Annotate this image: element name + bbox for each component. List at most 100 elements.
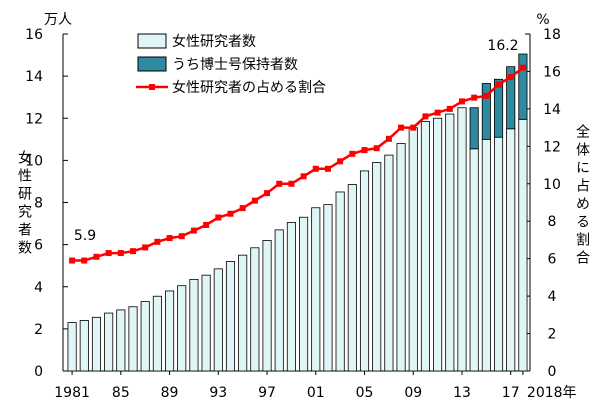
bar-female-researchers <box>323 204 333 372</box>
right-axis-unit: % <box>536 12 549 28</box>
x-tick-label: 2018年 <box>527 385 577 401</box>
bar-female-researchers <box>493 136 504 372</box>
bar-female-researchers <box>433 117 443 372</box>
right-tick-label: 8 <box>548 214 557 230</box>
bar-female-researchers <box>311 207 321 372</box>
bar-female-researchers <box>116 309 126 372</box>
bar-female-researchers <box>128 306 138 372</box>
ratio-point <box>93 253 100 260</box>
right-tick-label: 2 <box>548 327 557 343</box>
left-tick-label: 4 <box>34 280 43 296</box>
ratio-point <box>203 221 210 228</box>
ratio-point <box>483 92 490 99</box>
ratio-point <box>276 180 283 187</box>
x-ticks: 1981 85 89 93 97 01 05 09 13 17 2018年 <box>54 371 577 401</box>
right-tick-label: 0 <box>548 364 557 380</box>
left-axis-unit: 万人 <box>44 12 72 28</box>
bar-female-researchers <box>384 154 394 372</box>
bar-female-researchers <box>469 148 479 372</box>
x-tick-label: 89 <box>161 385 179 401</box>
bar-doctorate-holders <box>506 66 516 130</box>
ratio-point <box>410 124 417 131</box>
ratio-point <box>300 173 307 180</box>
left-tick-label: 0 <box>34 364 43 380</box>
right-tick-label: 16 <box>543 64 561 80</box>
ratio-point <box>130 248 137 255</box>
bar-female-researchers <box>104 312 114 372</box>
bar-female-researchers <box>347 184 357 372</box>
bar-female-researchers <box>299 216 309 372</box>
right-axis-title: 全体に占める割合 <box>574 123 590 268</box>
left-tick-label: 14 <box>25 69 43 85</box>
x-tick-label: 1981 <box>54 385 90 401</box>
ratio-point <box>385 135 392 142</box>
ratio-point <box>458 98 465 105</box>
bar-female-researchers <box>274 229 284 372</box>
bar-female-researchers <box>506 128 516 372</box>
ratio-point <box>349 150 356 157</box>
x-tick-label: 01 <box>307 385 325 401</box>
ratio-point <box>190 227 197 234</box>
ratio-point <box>471 94 478 101</box>
ratio-point <box>398 124 405 131</box>
ratio-point <box>166 235 173 242</box>
right-tick-label: 10 <box>543 177 561 193</box>
bar-female-researchers <box>201 274 211 372</box>
bar-female-researchers <box>140 301 150 372</box>
ratio-point <box>288 180 295 187</box>
bar-female-researchers <box>213 268 223 372</box>
bar-female-researchers <box>91 316 102 372</box>
ratio-point <box>495 81 502 88</box>
ratio-point <box>337 158 344 165</box>
bar-female-researchers <box>79 320 89 372</box>
bar-female-researchers <box>481 138 491 372</box>
x-tick-label: 97 <box>258 385 276 401</box>
bar-female-researchers <box>420 121 430 372</box>
ratio-line <box>72 66 524 262</box>
bar-female-researchers <box>286 222 296 372</box>
left-tick-label: 12 <box>25 111 43 127</box>
bar-female-researchers <box>408 127 418 372</box>
legend-marker-ratio <box>149 84 155 90</box>
x-tick-label: 13 <box>453 385 471 401</box>
legend-label-ratio: 女性研究者の占める割合 <box>172 79 326 96</box>
bar-female-researchers <box>250 247 260 372</box>
right-tick-label: 18 <box>543 27 561 43</box>
right-tick-label: 12 <box>543 139 561 155</box>
bar-doctorate-holders <box>481 83 491 140</box>
bar-female-researchers <box>445 113 455 372</box>
ratio-point <box>215 214 222 221</box>
legend-label-doctorate: うち博士号保持者数 <box>172 56 298 73</box>
bar-female-researchers <box>189 278 199 372</box>
left-tick-label: 2 <box>34 322 43 338</box>
ratio-point <box>446 105 453 112</box>
ratio-point <box>239 205 246 212</box>
bar-female-researchers <box>457 107 467 372</box>
legend-swatch-female <box>137 33 167 49</box>
left-ticks: 0 2 4 6 8 10 12 14 16 <box>25 27 68 380</box>
bar-female-researchers <box>518 118 528 372</box>
left-tick-label: 6 <box>34 238 43 254</box>
right-tick-label: 4 <box>548 289 557 305</box>
ratio-point <box>312 165 319 172</box>
x-tick-label: 05 <box>356 385 374 401</box>
left-tick-label: 16 <box>25 27 43 43</box>
ratio-point <box>361 147 368 154</box>
x-tick-label: 85 <box>112 385 130 401</box>
legend-swatch-doctorate <box>137 56 167 72</box>
left-tick-label: 8 <box>34 196 43 212</box>
bar-female-researchers <box>335 191 345 372</box>
bar-female-researchers <box>372 162 382 372</box>
ratio-point <box>507 74 514 81</box>
ratio-point <box>373 145 380 152</box>
right-ticks: 0 2 4 6 8 10 12 14 16 18 <box>525 27 561 380</box>
ratio-point <box>519 64 526 71</box>
bar-female-researchers <box>177 285 187 372</box>
ratio-point <box>251 197 258 204</box>
ratio-point <box>154 238 161 245</box>
right-tick-label: 6 <box>548 252 557 268</box>
right-tick-label: 14 <box>543 102 561 118</box>
bar-female-researchers <box>165 290 175 372</box>
bar-female-researchers <box>67 322 77 372</box>
bar-female-researchers <box>152 295 162 372</box>
